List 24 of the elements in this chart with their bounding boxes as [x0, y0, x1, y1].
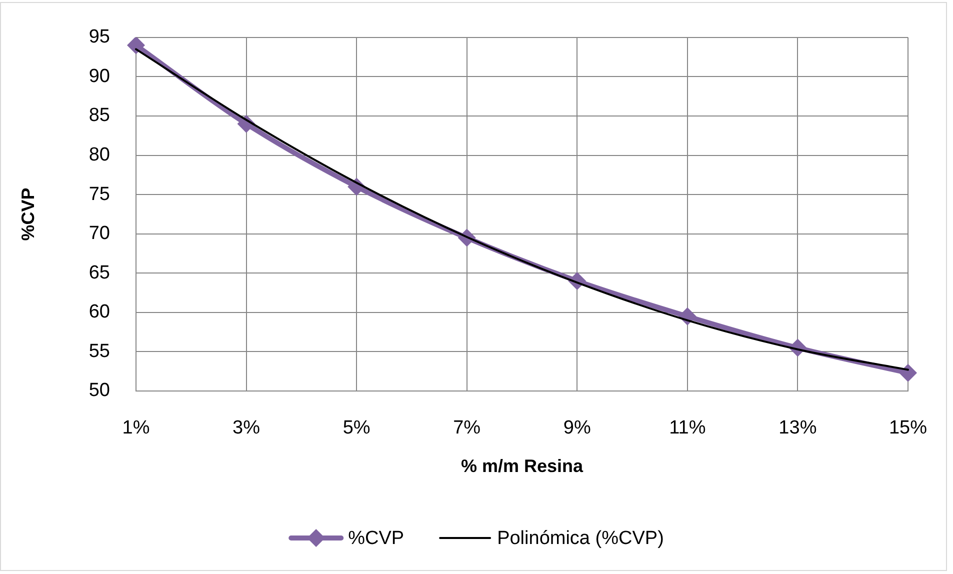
x-tick-label: 7%	[453, 418, 481, 439]
x-tick-label: 13%	[778, 418, 817, 439]
legend-label: %CVP	[348, 528, 404, 550]
x-tick-label: 9%	[563, 418, 591, 439]
x-tick-label: 15%	[888, 418, 928, 439]
point	[898, 364, 917, 382]
y-tick-label: 65	[88, 262, 110, 284]
y-tick-label: 55	[88, 340, 110, 362]
y-tick-label: 85	[88, 105, 110, 126]
legend-label: Polinómica (%CVP)	[497, 528, 664, 550]
x-tick-label: 3%	[232, 418, 260, 439]
y-tick-label: 70	[88, 223, 110, 244]
x-tick-label: 11%	[669, 418, 706, 439]
y-tick-label: 80	[88, 144, 110, 166]
y-tick-label: 90	[88, 66, 110, 87]
y-tick-label: 75	[88, 184, 110, 205]
y-tick-label: 95	[88, 26, 110, 48]
x-axis-title: % m/m Resina	[460, 456, 584, 476]
x-tick-label: 1%	[122, 418, 150, 439]
y-tick-label: 60	[88, 302, 110, 323]
y-axis-title: %CVP	[18, 188, 38, 241]
y-tick-label: 50	[88, 380, 110, 402]
x-tick-label: 5%	[342, 418, 370, 439]
point	[127, 37, 145, 54]
